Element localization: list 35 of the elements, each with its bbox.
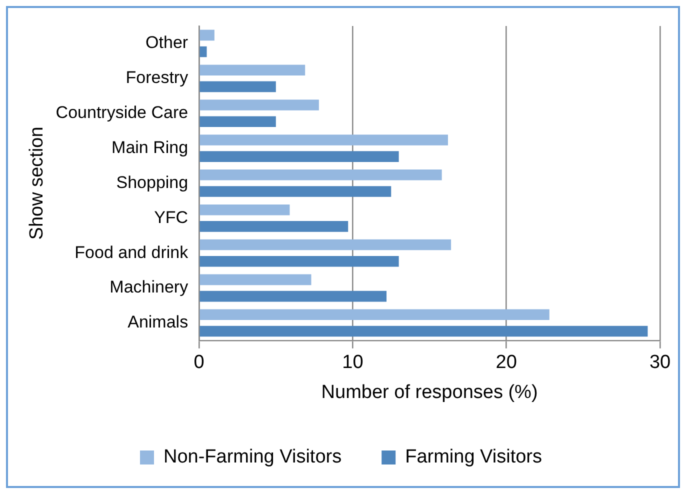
bar [200,151,399,162]
y-tick-label: Shopping [116,172,188,192]
y-axis-title: Show section [26,126,48,240]
bar [200,239,452,250]
bar [200,326,648,337]
bar [200,290,387,302]
bar [200,309,550,320]
bar [200,134,448,146]
x-tick-label: 10 [342,352,364,374]
y-tick-label: YFC [154,208,188,227]
legend-label: Farming Visitors [405,446,542,468]
y-tick-label: Main Ring [112,138,188,157]
y-tick-label: Countryside Care [56,103,188,122]
x-tick-label: 30 [649,352,671,374]
bar [200,186,392,197]
legend-label: Non-Farming Visitors [164,446,342,468]
x-axis-title: Number of responses (%) [321,382,538,403]
bar [200,100,319,110]
x-tick-label: 20 [496,352,517,374]
bar [200,64,306,76]
y-tick-label: Food and drink [74,242,189,262]
y-tick-label: Machinery [110,278,189,297]
bar [200,274,312,286]
y-tick-label: Forestry [126,68,189,88]
bar [200,46,207,58]
bar [200,30,214,41]
bar [200,170,442,180]
bar [200,116,276,128]
bar [200,221,348,232]
y-tick-label: Other [146,33,188,52]
x-tick-label: 0 [194,352,204,374]
bar [200,81,276,92]
y-tick-label: Animals [128,312,188,332]
bar [200,256,399,267]
bar [200,204,290,216]
